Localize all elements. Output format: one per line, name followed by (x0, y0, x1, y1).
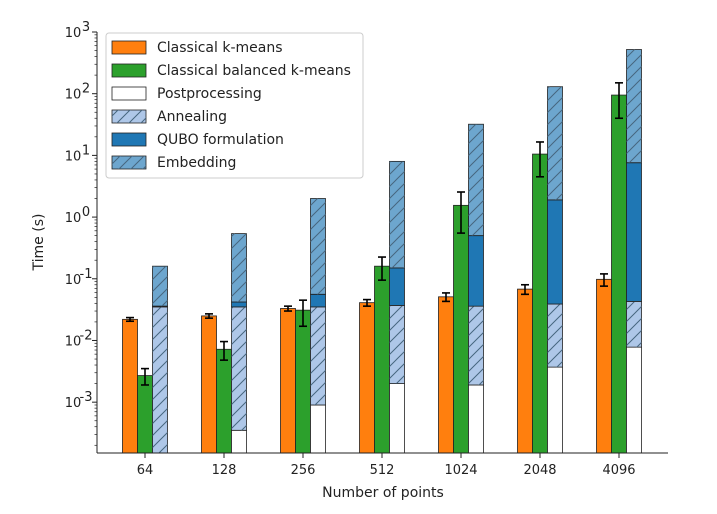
legend-label-classical-balanced-k-means: Classical balanced k-means (157, 63, 351, 79)
legend-label-classical-k-means: Classical k-means (157, 40, 283, 56)
bar-embedding-2048-hatch (547, 86, 563, 200)
y-tick-label-2: 10 (65, 88, 82, 103)
bar-balanced-kmeans-64 (137, 375, 153, 454)
x-tick-label-512: 512 (370, 463, 395, 478)
bars-layer (122, 49, 642, 454)
legend: Classical k-means Classical balanced k-me… (105, 32, 364, 179)
bar-annealing-4096-hatch (626, 301, 642, 348)
y-tick-label-1: 10 (65, 149, 82, 164)
bar-annealing-128-hatch (231, 306, 247, 431)
x-tick-label-256: 256 (291, 463, 316, 478)
legend-label-postprocessing: Postprocessing (157, 86, 262, 102)
legend-swatch-hatch-annealing (112, 110, 146, 123)
bar-kmeans-512 (359, 302, 375, 454)
bar-embedding-256-hatch (310, 198, 326, 295)
bar-qubo-4096 (626, 162, 642, 302)
y-tick-exponent--3: -3 (80, 390, 93, 405)
legend-swatch-classical-k-means (111, 40, 147, 55)
legend-label-embedding: Embedding (157, 155, 236, 171)
y-tick-exponent-3: 3 (82, 20, 90, 35)
y-tick-exponent-0: 0 (82, 205, 90, 220)
x-tick-label-64: 64 (137, 463, 154, 478)
bar-annealing-256-hatch (310, 306, 326, 405)
bar-postprocessing-256 (310, 404, 326, 454)
x-tick-label-2048: 2048 (523, 463, 556, 478)
bar-balanced-kmeans-2048 (532, 153, 548, 454)
bar-qubo-128 (231, 301, 247, 308)
y-tick-label--1: 10 (65, 273, 82, 288)
bar-annealing-64-hatch (152, 306, 168, 453)
legend-swatch-classical-balanced-k-means (111, 63, 147, 78)
legend-label-qubo-formulation: QUBO formulation (157, 132, 284, 148)
x-tick-label-4096: 4096 (602, 463, 635, 478)
bar-qubo-1024 (468, 235, 484, 307)
bar-kmeans-256 (280, 308, 296, 454)
axes-layer: Number of points Time (s) (31, 32, 668, 501)
bar-kmeans-64 (122, 318, 138, 454)
y-tick-label--3: 10 (65, 396, 82, 411)
legend-frame (105, 32, 364, 179)
legend-label-annealing: Annealing (157, 109, 227, 125)
y-tick-exponent-2: 2 (82, 82, 90, 97)
bar-postprocessing-512 (389, 383, 405, 454)
bar-embedding-64-hatch (152, 266, 168, 307)
bar-embedding-4096-hatch (626, 49, 642, 163)
y-tick-label--2: 10 (65, 334, 82, 349)
bar-balanced-kmeans-1024 (453, 204, 469, 454)
y-tick-exponent--2: -2 (80, 328, 93, 343)
x-tick-label-1024: 1024 (444, 463, 477, 478)
y-tick-exponent-1: 1 (82, 143, 90, 158)
bar-kmeans-2048 (517, 288, 533, 454)
y-tick-label-0: 10 (65, 211, 82, 226)
bar-embedding-128-hatch (231, 233, 247, 303)
legend-swatch-hatch-embedding (112, 156, 146, 169)
bar-postprocessing-1024 (468, 384, 484, 454)
legend-swatch-qubo-formulation (111, 132, 147, 147)
bar-kmeans-4096 (596, 278, 612, 454)
y-tick-exponent--1: -1 (80, 267, 93, 282)
y-tick-label-3: 10 (65, 26, 82, 41)
bar-qubo-256 (310, 293, 326, 308)
x-tick-label-128: 128 (212, 463, 237, 478)
bar-postprocessing-2048 (547, 366, 563, 454)
bar-balanced-kmeans-512 (374, 265, 390, 454)
bar-annealing-2048-hatch (547, 304, 563, 368)
bar-postprocessing-128 (231, 429, 247, 454)
bar-annealing-512-hatch (389, 305, 405, 384)
legend-swatch-postprocessing (111, 86, 147, 101)
bar-qubo-512 (389, 267, 405, 306)
y-axis-label: Time (s) (31, 214, 47, 272)
bar-balanced-kmeans-256 (295, 309, 311, 454)
bar-postprocessing-4096 (626, 346, 642, 454)
bar-embedding-1024-hatch (468, 124, 484, 236)
bar-kmeans-128 (201, 315, 217, 454)
bar-balanced-kmeans-4096 (611, 94, 627, 454)
bar-kmeans-1024 (438, 296, 454, 454)
bar-embedding-512-hatch (389, 161, 405, 268)
bar-annealing-1024-hatch (468, 306, 484, 385)
bar-qubo-2048 (547, 199, 563, 305)
x-axis-label: Number of points (322, 485, 444, 501)
bar-balanced-kmeans-128 (216, 348, 232, 454)
